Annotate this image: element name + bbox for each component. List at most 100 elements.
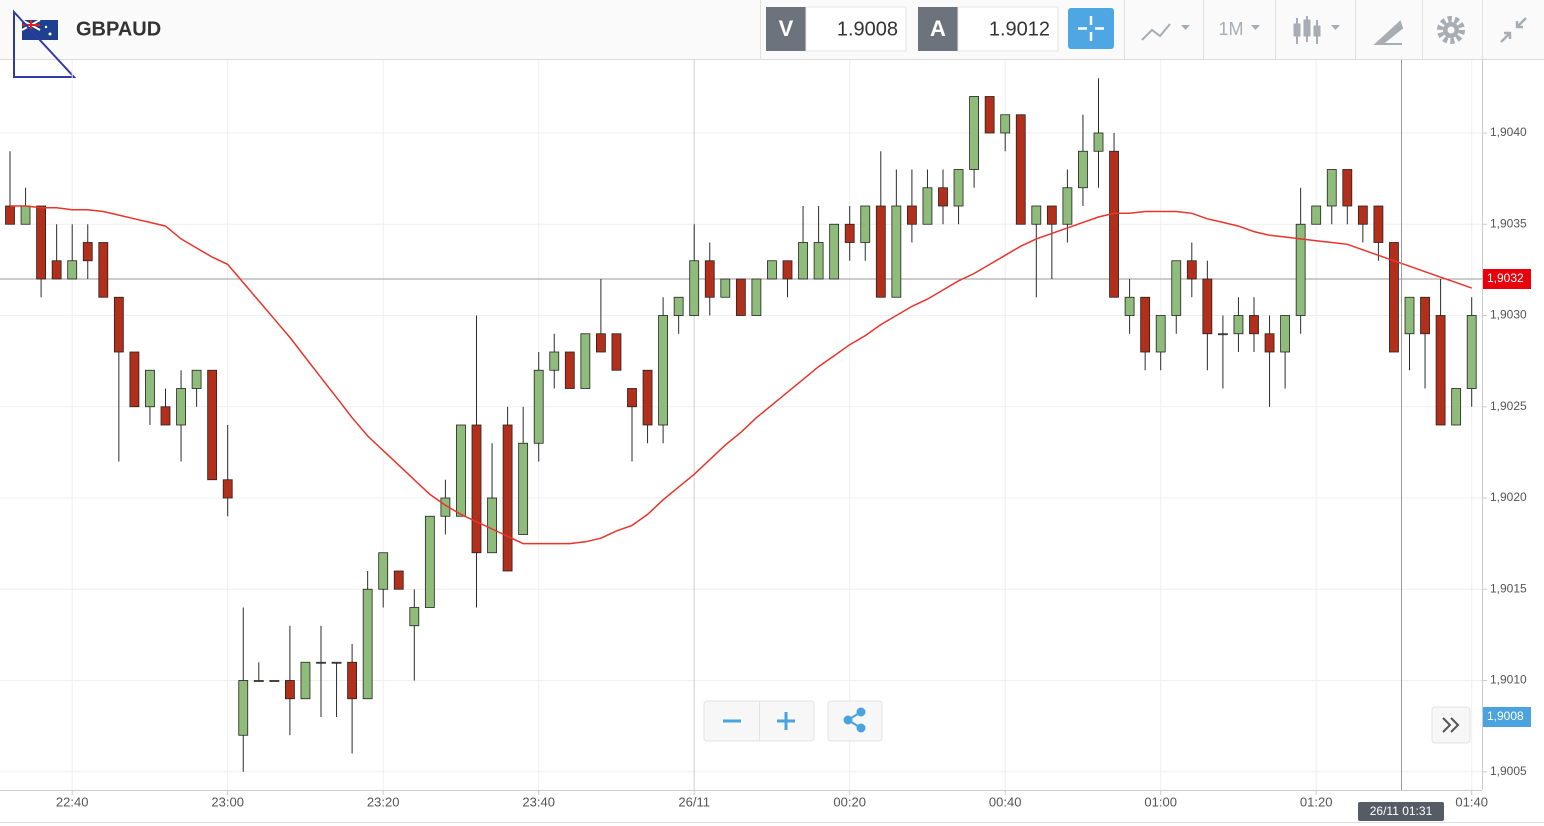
candle-body [20, 205, 31, 225]
candle-body [284, 680, 295, 700]
candle-body [98, 242, 109, 298]
candle-body [1435, 315, 1446, 426]
y-tick-label: 1,9010 [1490, 673, 1527, 687]
timeframe-arrow[interactable] [1251, 25, 1260, 30]
candle-body [1218, 333, 1228, 336]
candle-body [51, 260, 62, 280]
collapse-button[interactable] [1500, 17, 1527, 43]
buy-label[interactable]: A [930, 16, 946, 41]
x-tick-label: 01:20 [1300, 794, 1333, 809]
x-tick-label: 22:40 [56, 794, 89, 809]
candle-body [533, 369, 544, 444]
candle-body [1249, 315, 1259, 335]
y-tick-label: 1,9035 [1490, 216, 1527, 230]
candle-body [673, 296, 684, 316]
candle-body [1093, 132, 1104, 152]
candle-body [549, 351, 560, 371]
candle-body [5, 205, 15, 225]
candle-body [720, 278, 731, 298]
x-tick-label: 23:00 [211, 794, 244, 809]
candle-body [907, 205, 917, 225]
candle-body [627, 388, 637, 408]
settings-button[interactable] [1437, 16, 1465, 44]
bid-price-label: 1,9008 [1487, 709, 1524, 723]
buy-price[interactable]: 1.9012 [989, 18, 1050, 40]
candle-body [471, 424, 482, 554]
y-tick-label: 1,9025 [1490, 399, 1527, 413]
candle-body [860, 205, 871, 243]
candle-body [984, 96, 995, 134]
candle-body [1357, 205, 1368, 225]
candle-body [176, 388, 186, 426]
crosshair-label: 26/11 01:31 [1370, 804, 1433, 818]
candle-body [891, 205, 902, 298]
candle-body [1000, 114, 1011, 134]
candle-body [207, 369, 218, 481]
candle-body [580, 333, 591, 389]
x-tick-label: 01:00 [1144, 794, 1177, 809]
draw-button[interactable] [1373, 20, 1404, 45]
candle-body [1326, 169, 1337, 207]
sell-price[interactable]: 1.9008 [837, 18, 898, 40]
candle-body [1420, 296, 1430, 335]
candle-body [1373, 205, 1384, 243]
candle-body [1451, 388, 1462, 426]
buy-price-box[interactable] [957, 6, 1059, 52]
candle-body [347, 661, 358, 700]
candle-body [1202, 278, 1213, 335]
candle-body [564, 351, 575, 389]
candle-body [378, 552, 389, 590]
candle-body [145, 369, 155, 408]
candle-body [67, 260, 78, 280]
candle-body [953, 169, 964, 207]
share-button[interactable] [843, 707, 866, 733]
candle-body [1311, 205, 1322, 225]
candle-style-button[interactable] [1293, 16, 1340, 44]
x-tick-label: 00:40 [989, 794, 1022, 809]
last-price-label: 1,9032 [1487, 271, 1524, 285]
candle-body [362, 588, 373, 700]
scroll-right-button[interactable] [1431, 706, 1471, 744]
candle-body [1186, 260, 1197, 280]
y-tick-label: 1,9040 [1490, 125, 1527, 139]
crosshair-label-box [1358, 802, 1444, 821]
sell-button[interactable] [766, 7, 806, 51]
candle-body [160, 406, 171, 426]
sell-price-box[interactable] [805, 6, 907, 52]
candle-body [82, 242, 93, 262]
chart-type-button[interactable] [1141, 23, 1190, 41]
candle-body [222, 479, 233, 499]
candle-body [424, 515, 435, 608]
candle-body [922, 187, 933, 225]
candle-body [1233, 315, 1244, 335]
candle-body [611, 333, 622, 371]
candle-body [1031, 205, 1042, 225]
candle-body [704, 260, 715, 298]
buy-button[interactable] [918, 7, 958, 51]
y-tick-label: 1,9005 [1490, 764, 1527, 778]
x-tick-label: 01:40 [1455, 794, 1488, 809]
plot-area [0, 60, 1482, 790]
zoom-in[interactable] [777, 712, 795, 730]
x-tick-label: 00:20 [833, 794, 866, 809]
timeframe[interactable]: 1M [1218, 19, 1243, 39]
candle-body [300, 661, 311, 700]
candle-body [658, 315, 668, 426]
x-tick-label: 23:20 [367, 794, 400, 809]
bid-price-box [1483, 707, 1531, 727]
candle-body [1280, 315, 1290, 353]
candle-body [253, 680, 264, 682]
candle-body [36, 205, 46, 280]
flag [21, 19, 58, 40]
candle-body [844, 223, 855, 243]
sell-label[interactable]: V [779, 16, 794, 41]
candle-body [813, 242, 824, 280]
candle-body [331, 661, 342, 664]
candle-body [456, 424, 466, 517]
candle-body [642, 369, 653, 426]
candle-body [1342, 169, 1353, 207]
crosshair-button[interactable] [1068, 8, 1114, 49]
candle-body [269, 680, 280, 682]
candle-body [689, 260, 700, 316]
